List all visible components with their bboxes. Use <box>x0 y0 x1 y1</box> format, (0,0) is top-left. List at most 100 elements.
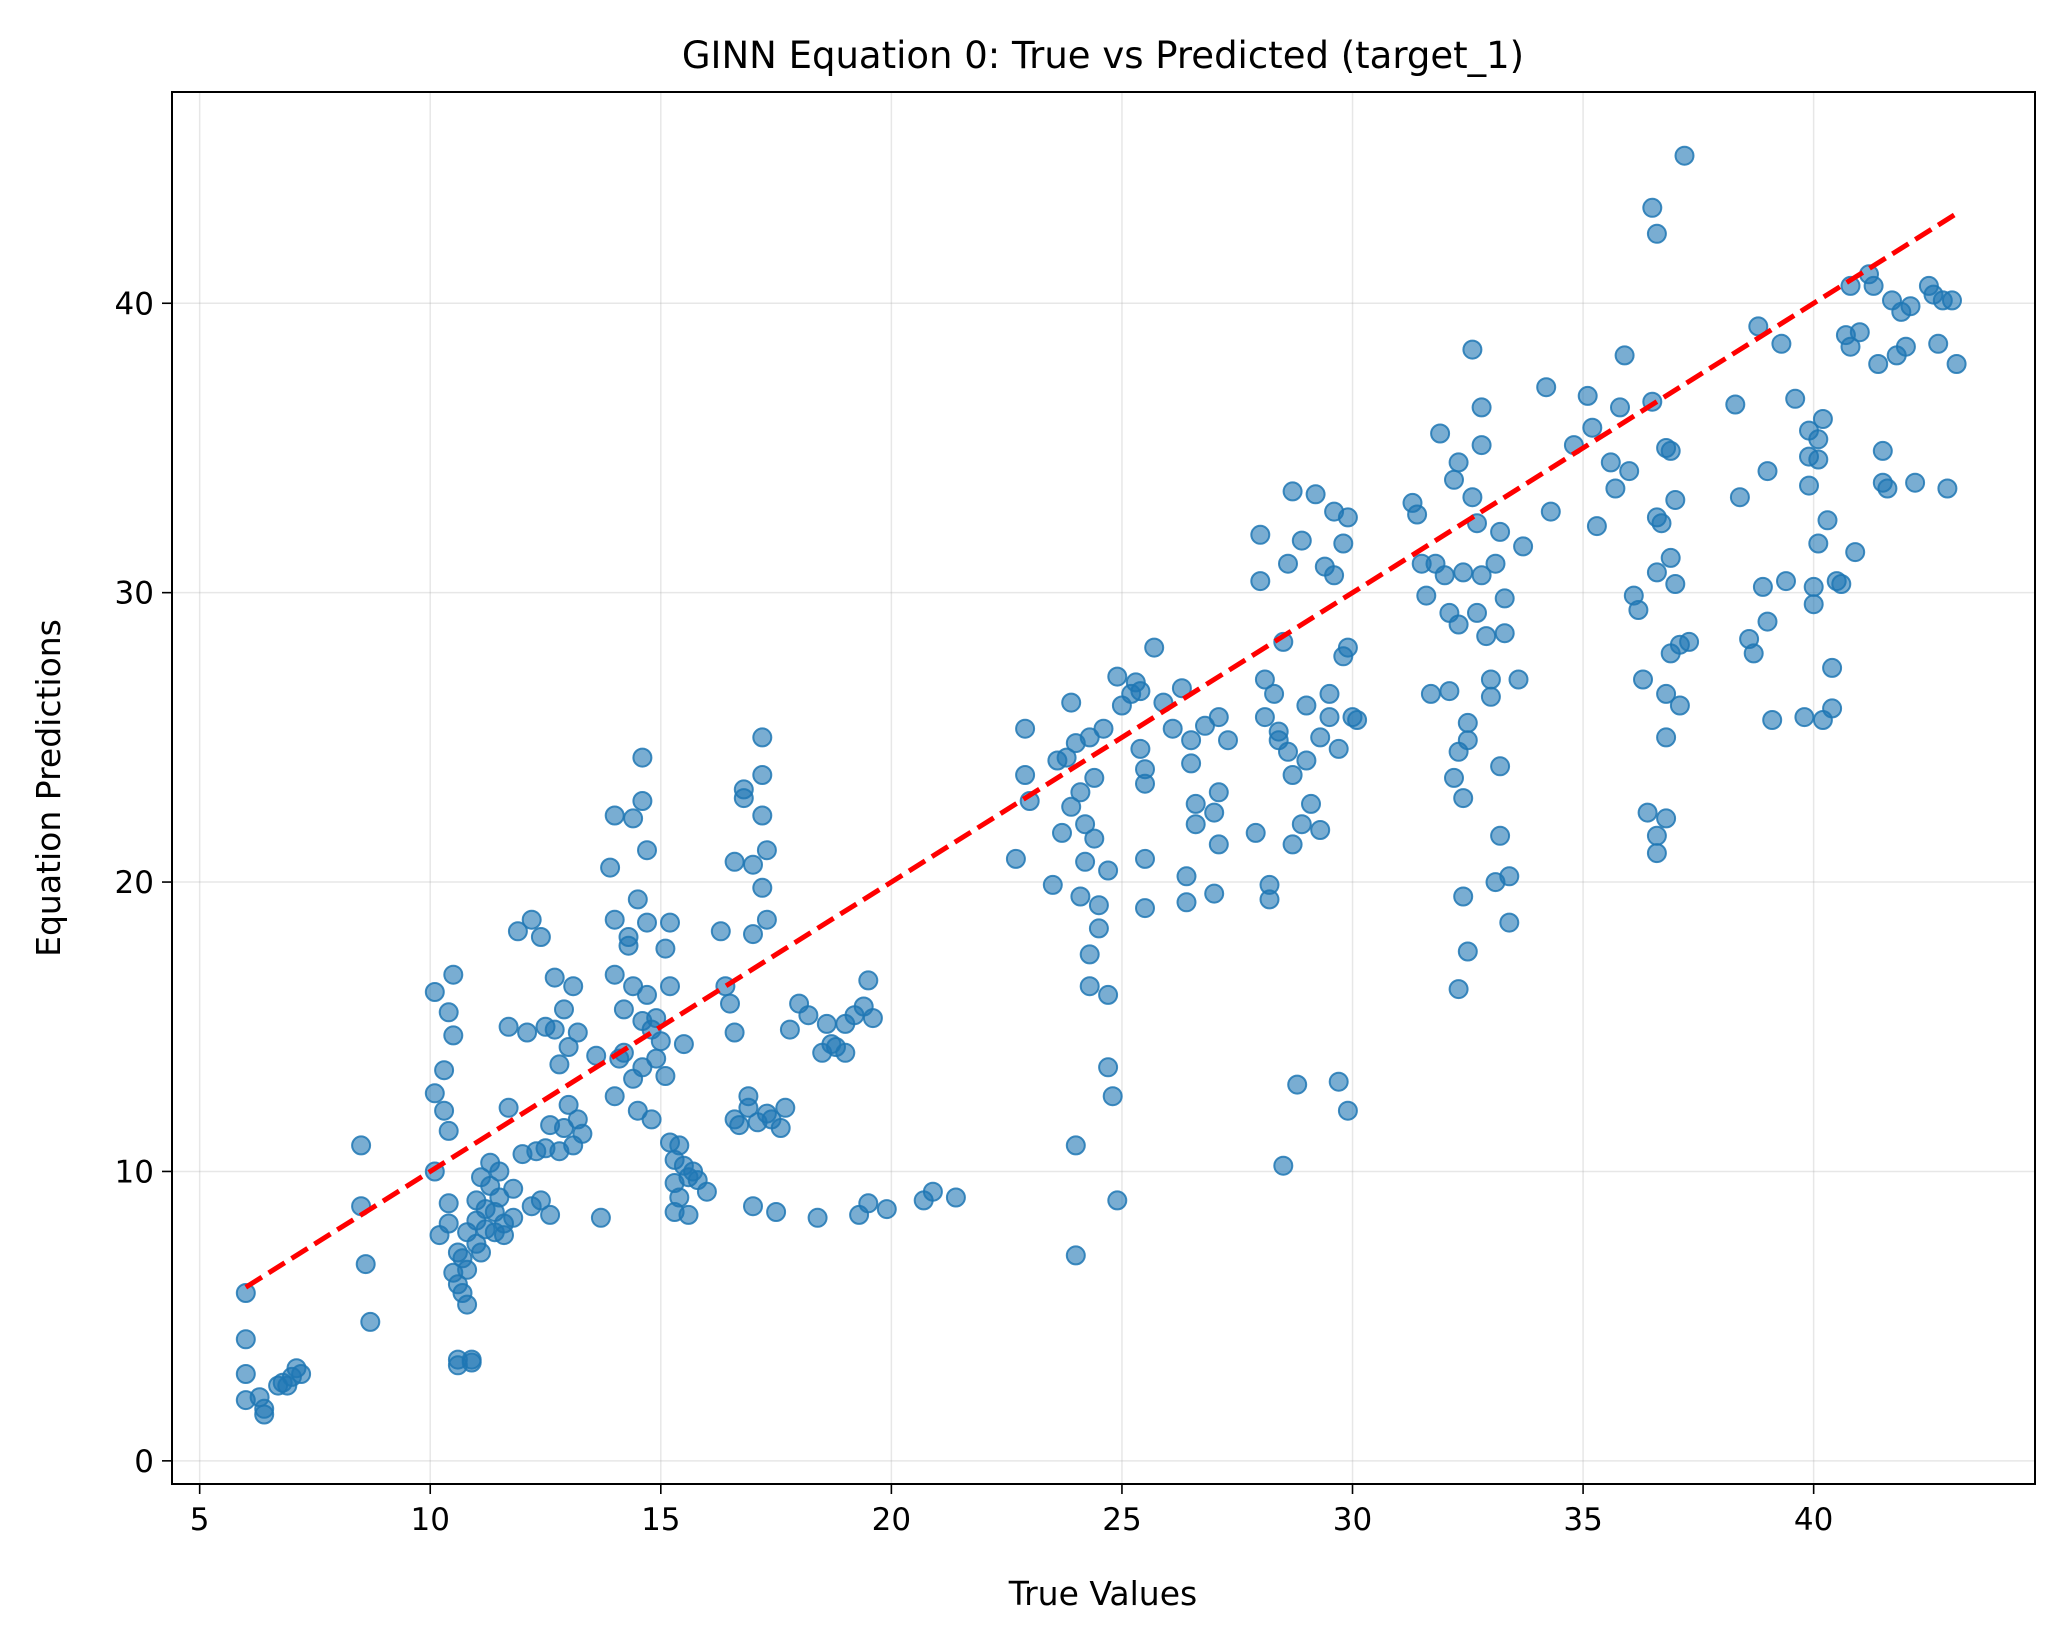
data-point <box>1799 475 1819 496</box>
data-point <box>1430 423 1451 444</box>
data-point <box>1817 510 1838 531</box>
data-point <box>738 1097 759 1118</box>
data-point <box>1499 866 1520 887</box>
data-point <box>1434 565 1455 586</box>
data-point <box>1808 429 1829 450</box>
data-point <box>1254 707 1275 728</box>
data-point <box>1204 883 1225 904</box>
data-point <box>862 1008 883 1029</box>
plot-frame <box>171 91 2036 1485</box>
data-point <box>1448 979 1469 1000</box>
data-point <box>1337 637 1358 658</box>
data-point <box>1333 533 1354 554</box>
data-point <box>743 854 763 875</box>
data-point <box>1610 397 1630 418</box>
data-point <box>798 1005 819 1026</box>
data-point <box>1660 547 1681 568</box>
data-point <box>434 1100 455 1121</box>
data-point <box>1061 692 1082 713</box>
data-point <box>1015 765 1036 785</box>
data-point <box>1619 461 1640 482</box>
data-point <box>1822 698 1843 719</box>
data-point <box>1005 848 1026 869</box>
data-point <box>540 1204 561 1225</box>
data-point <box>1448 614 1469 635</box>
data-point <box>1646 223 1667 244</box>
data-point <box>729 1115 750 1136</box>
data-point <box>1015 718 1036 739</box>
y-axis-label: Equation Predictions <box>29 619 68 957</box>
data-point <box>1208 782 1229 803</box>
data-point <box>360 1311 381 1332</box>
data-point <box>1301 793 1321 814</box>
data-point <box>1448 452 1469 473</box>
data-point <box>1656 727 1677 748</box>
data-point <box>503 1178 524 1199</box>
data-point <box>1176 866 1197 887</box>
data-point <box>1849 322 1870 343</box>
data-point <box>1656 683 1677 704</box>
gridlines <box>172 92 2035 1484</box>
data-point <box>646 1008 667 1029</box>
data-point <box>1042 874 1063 895</box>
data-point <box>1250 571 1271 592</box>
data-point <box>637 840 657 861</box>
x-tick-label: 20 <box>872 1502 911 1538</box>
data-point <box>1065 1135 1086 1156</box>
data-point <box>1088 918 1109 939</box>
data-point <box>1946 354 1967 374</box>
data-point <box>1605 478 1626 499</box>
data-point <box>521 909 542 930</box>
data-point <box>770 1118 791 1138</box>
data-point <box>1905 472 1926 493</box>
data-point <box>1794 707 1815 728</box>
data-point <box>922 1181 943 1202</box>
data-point <box>627 889 648 910</box>
data-point <box>1660 440 1681 461</box>
x-tick-label: 35 <box>1563 1502 1602 1538</box>
data-point <box>1204 802 1225 823</box>
data-point <box>1107 666 1128 687</box>
x-axis-ticks: 5 10 15 20 25 30 35 40 <box>190 1484 1833 1538</box>
data-point <box>1471 565 1492 586</box>
data-point <box>660 976 680 997</box>
data-point <box>1757 461 1778 482</box>
data-point <box>1250 524 1271 545</box>
data-point <box>1254 669 1275 690</box>
data-point <box>1439 681 1460 702</box>
data-point <box>1310 820 1331 840</box>
data-point <box>775 1097 796 1118</box>
data-point <box>1130 681 1151 702</box>
data-point <box>549 1054 570 1075</box>
data-point <box>724 851 745 872</box>
data-point <box>752 805 773 826</box>
data-point <box>858 1193 879 1214</box>
data-point <box>1324 565 1345 586</box>
data-point <box>471 1242 491 1263</box>
x-tick-label: 10 <box>411 1502 450 1538</box>
data-point <box>1347 710 1368 730</box>
data-point <box>1079 976 1100 997</box>
data-point <box>1508 669 1529 690</box>
data-point <box>235 1283 256 1303</box>
y-axis-ticks: 0 10 20 30 40 <box>115 286 172 1480</box>
data-point <box>720 993 740 1014</box>
data-point <box>438 1213 459 1234</box>
data-point <box>1130 738 1151 759</box>
data-point <box>1444 469 1464 490</box>
data-point <box>235 1329 256 1350</box>
x-axis-label: True Values <box>1008 1574 1197 1613</box>
data-point <box>1135 773 1155 794</box>
data-point <box>637 912 657 933</box>
data-point <box>438 1193 459 1214</box>
data-point <box>498 1016 519 1037</box>
data-point <box>733 788 754 809</box>
data-point <box>1480 669 1501 690</box>
data-point <box>756 840 777 861</box>
data-point <box>1171 678 1192 699</box>
data-point <box>1291 530 1312 551</box>
data-point <box>660 912 680 933</box>
data-point <box>650 1031 671 1052</box>
data-point <box>235 1364 256 1384</box>
data-point <box>1776 571 1796 592</box>
